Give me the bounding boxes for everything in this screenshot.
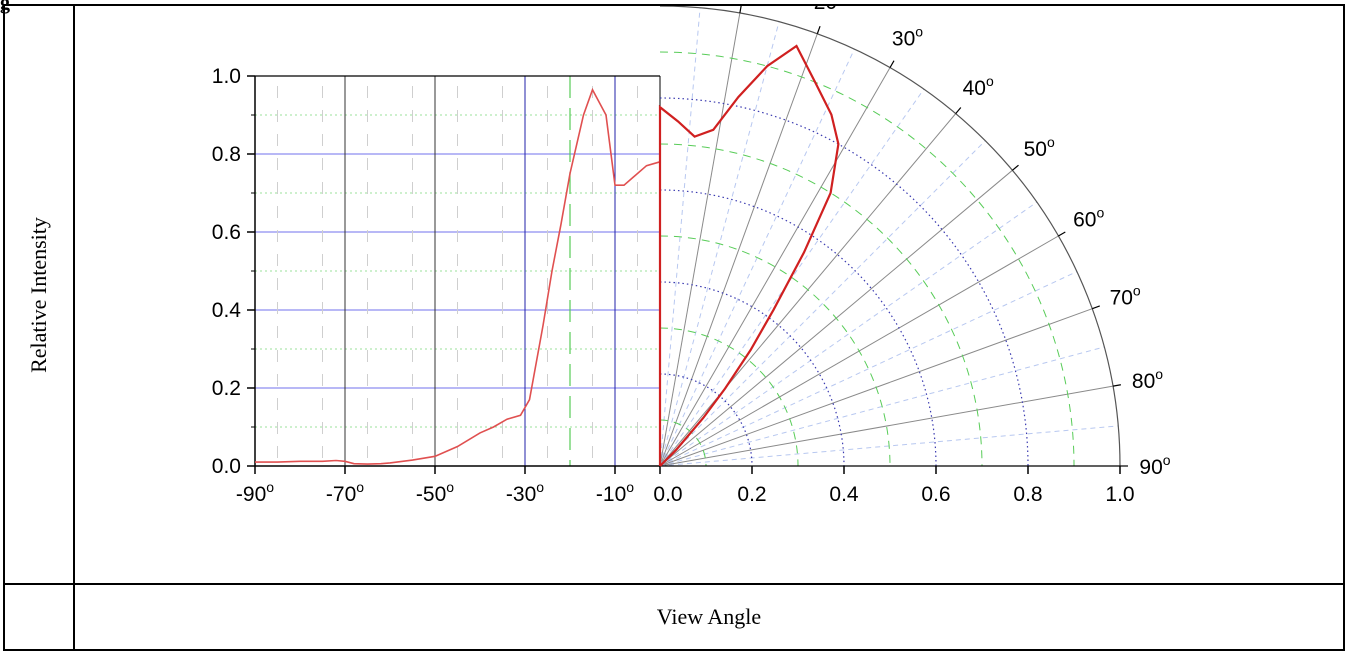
polar-angle-label-degree-sign: o <box>1155 366 1163 382</box>
polar-spoke-minor <box>659 201 1038 467</box>
plot-cell: 0.00.20.40.60.81.0-90o-70o-50o-30o-10o0o… <box>73 4 1345 585</box>
polar-arc-minor <box>659 51 1075 467</box>
polar-angle-tick <box>1011 164 1019 171</box>
polar-radius-label: 0.4 <box>829 483 859 506</box>
x-tick-label: -90o <box>236 479 274 506</box>
y-axis-label: Relative Intensity <box>26 216 51 373</box>
polar-arc-minor <box>659 327 799 467</box>
x-tick-label-degree-sign: o <box>446 479 454 495</box>
polar-angle-label: 90o <box>1139 452 1170 479</box>
polar-arc-minor <box>659 143 983 467</box>
polar-arc-major <box>659 281 845 467</box>
polar-spoke-minor <box>659 271 1078 467</box>
x-tick-label-degree-sign: o <box>536 479 544 495</box>
polar-angle-label-degree-sign: o <box>1163 452 1171 468</box>
polar-arc-minor <box>659 235 891 467</box>
polar-arc-major <box>659 373 753 467</box>
y-tick-label: 0.6 <box>212 221 241 244</box>
polar-spoke <box>659 12 741 467</box>
polar-angle-tick <box>955 107 962 115</box>
polar-angle-label: 40o <box>963 73 994 100</box>
polar-angle-label: 80o <box>1132 366 1163 393</box>
figure-table: Relative Intensity 0.0 0.2 0.4 0.6 0.8 1.0 -90… <box>3 4 1345 651</box>
polar-angle-tick <box>1058 231 1066 237</box>
polar-arc-major <box>659 97 1029 467</box>
x-axis-label: View Angle <box>656 604 762 629</box>
intensity-line-cartesian <box>255 87 661 465</box>
y-tick-label: 0.8 <box>212 143 241 166</box>
polar-angle-label: 30o <box>892 23 923 50</box>
x-tick-label: -30o <box>506 479 544 506</box>
empty-cell <box>3 583 75 651</box>
polar-spoke-minor <box>659 140 986 467</box>
polar-arc-major <box>659 189 937 467</box>
polar-outer-arc <box>659 6 1121 467</box>
polar-spoke <box>659 67 891 467</box>
polar-angle-label: 20o <box>814 6 845 14</box>
x-tick-label-degree-sign: o <box>626 479 634 495</box>
chart-svg: 0.00.20.40.60.81.0-90o-70o-50o-30o-10o0o… <box>212 6 1171 506</box>
y-tick-label: 1.0 <box>212 65 241 88</box>
polar-angle-label-degree-sign: o <box>1047 134 1055 150</box>
x-tick-label-degree-sign: o <box>266 479 274 495</box>
polar-spoke <box>659 385 1114 467</box>
y-tick-label: 0.0 <box>212 455 241 478</box>
polar-radius-label: 0.8 <box>1013 483 1042 506</box>
polar-radius-label: 1.0 <box>1105 483 1134 506</box>
x-tick-label: -70o <box>326 479 364 506</box>
ylabel-cell: Relative Intensity <box>3 4 75 585</box>
polar-angle-label-degree-sign: o <box>1096 205 1104 221</box>
polar-spoke-minor <box>659 7 701 467</box>
polar-angle-tick <box>1092 305 1100 310</box>
polar-angle-label-degree-sign: o <box>1133 283 1141 299</box>
xlabel-cell: View Angle <box>73 583 1345 651</box>
polar-angle-label-degree-sign: o <box>915 23 923 39</box>
polar-spoke-minor <box>659 346 1105 467</box>
polar-angle-tick <box>1112 384 1121 387</box>
polar-angle-label: 50o <box>1024 134 1055 161</box>
polar-angle-label-degree-sign: o <box>986 73 994 89</box>
x-tick-label: -50o <box>416 479 454 506</box>
polar-angle-label: 70o <box>1110 283 1141 310</box>
polar-radius-label: 0.2 <box>737 483 766 506</box>
x-tick-label: -10o <box>596 479 634 506</box>
polar-angle-tick <box>739 6 742 14</box>
intensity-line-polar <box>658 44 840 467</box>
polar-angle-tick <box>816 26 821 34</box>
polar-arc-minor <box>659 419 707 467</box>
polar-radius-label: 0.6 <box>921 483 950 506</box>
polar-spoke <box>659 33 818 467</box>
y-tick-label: 0.4 <box>212 299 242 322</box>
polar-angle-label: 60o <box>1073 205 1104 232</box>
y-tick-label: 0.2 <box>212 377 241 400</box>
polar-angle-tick <box>889 60 895 68</box>
polar-radius-label: 0.0 <box>653 483 682 506</box>
x-tick-label-degree-sign: o <box>356 479 364 495</box>
